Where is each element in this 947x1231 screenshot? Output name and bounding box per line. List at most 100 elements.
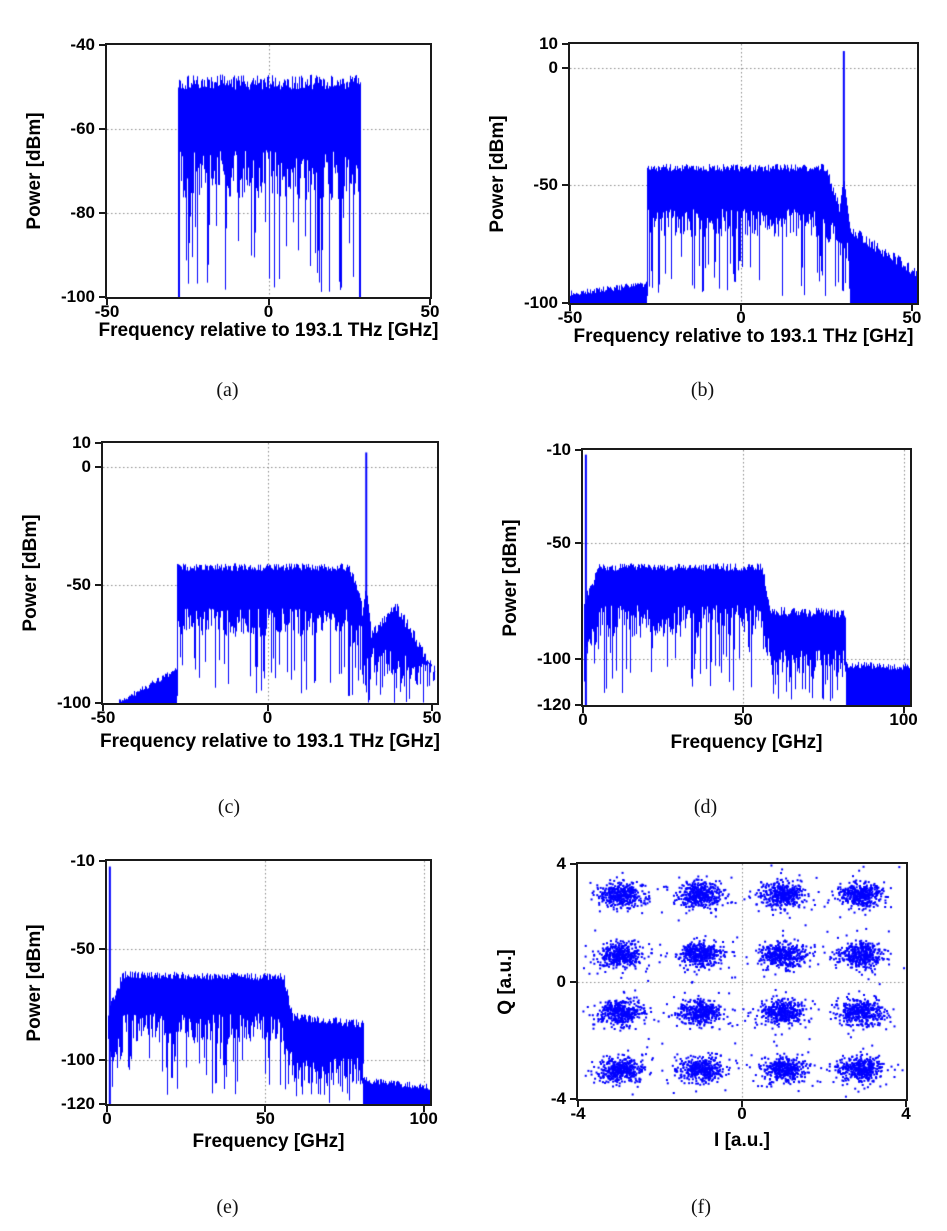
x-axis-label: I [a.u.] bbox=[714, 1130, 770, 1151]
x-tick-mark bbox=[422, 1106, 425, 1112]
y-tick-label: -50 bbox=[70, 939, 95, 959]
y-tick-label: -80 bbox=[70, 203, 95, 222]
x-tick-label: 0 bbox=[736, 308, 746, 327]
y-tick-mark bbox=[575, 541, 581, 544]
x-tick-label: -50 bbox=[557, 308, 583, 327]
x-tick-label: 0 bbox=[102, 1109, 112, 1128]
y-axis-label: Power [dBm] bbox=[20, 514, 41, 632]
x-tick-label: -50 bbox=[90, 708, 116, 727]
panel-letter: (d) bbox=[693, 796, 718, 818]
x-tick-mark bbox=[742, 707, 745, 713]
y-tick-mark bbox=[575, 657, 581, 660]
x-tick-label: 0 bbox=[262, 708, 273, 727]
y-tick-label: 10 bbox=[72, 433, 91, 452]
x-axis-label: Frequency [GHz] bbox=[192, 1131, 345, 1152]
y-tick-mark bbox=[562, 66, 568, 69]
x-tick-mark bbox=[741, 1101, 743, 1107]
y-tick-mark bbox=[562, 43, 568, 45]
x-tick-mark bbox=[102, 705, 104, 711]
y-tick-label: -120 bbox=[536, 695, 571, 714]
x-tick-mark bbox=[431, 705, 434, 711]
y-tick-label: -10 bbox=[70, 851, 95, 870]
x-tick-label: 100 bbox=[409, 1109, 438, 1128]
y-axis-label: Q [a.u.] bbox=[495, 948, 516, 1015]
y-tick-label: -100 bbox=[56, 693, 91, 712]
y-axis-label: Power [dBm] bbox=[500, 518, 521, 637]
spectrum-plot-b bbox=[570, 44, 917, 303]
y-tick-mark bbox=[99, 212, 105, 214]
panel-letter: (f) bbox=[691, 1196, 711, 1218]
x-axis-label: Frequency relative to 193.1 THz [GHz] bbox=[100, 731, 440, 752]
panel-letter: (c) bbox=[217, 796, 241, 818]
y-tick-label: -120 bbox=[60, 1094, 95, 1113]
y-tick-mark bbox=[95, 583, 101, 586]
x-tick-label: 0 bbox=[737, 1104, 747, 1123]
x-tick-label: 50 bbox=[733, 710, 753, 729]
spectrum-plot-d bbox=[583, 450, 910, 705]
x-tick-mark bbox=[429, 299, 431, 305]
y-tick-mark bbox=[99, 44, 105, 46]
y-tick-label: -4 bbox=[550, 1089, 566, 1108]
x-tick-mark bbox=[902, 707, 905, 713]
x-tick-mark bbox=[905, 1101, 907, 1107]
y-tick-mark bbox=[99, 296, 105, 298]
y-tick-label: 0 bbox=[81, 456, 91, 476]
y-tick-label: 4 bbox=[556, 854, 566, 873]
y-tick-label: -10 bbox=[546, 440, 571, 459]
y-tick-label: 10 bbox=[539, 34, 558, 53]
y-tick-mark bbox=[570, 980, 576, 983]
x-axis-label: Frequency relative to 193.1 THz [GHz] bbox=[98, 320, 439, 341]
x-tick-label: 50 bbox=[255, 1109, 275, 1128]
panel-letter: (b) bbox=[690, 379, 715, 401]
spectrum-plot-c bbox=[103, 443, 437, 703]
y-axis-label: Power [dBm] bbox=[24, 923, 45, 1042]
panel-letter: (a) bbox=[216, 379, 239, 401]
y-tick-label: -100 bbox=[60, 287, 95, 306]
x-tick-label: -4 bbox=[570, 1104, 586, 1123]
x-tick-mark bbox=[106, 299, 108, 305]
y-axis-label: Power [dBm] bbox=[24, 112, 45, 230]
y-tick-mark bbox=[99, 128, 105, 130]
x-tick-mark bbox=[582, 707, 584, 713]
x-tick-mark bbox=[266, 705, 269, 711]
x-axis-label: Frequency [GHz] bbox=[670, 732, 823, 753]
x-tick-label: 4 bbox=[901, 1104, 911, 1123]
x-tick-mark bbox=[106, 1106, 108, 1112]
y-tick-mark bbox=[99, 948, 105, 951]
y-tick-label: -100 bbox=[536, 648, 571, 668]
x-tick-mark bbox=[267, 299, 270, 305]
y-tick-label: -100 bbox=[60, 1049, 95, 1069]
x-tick-mark bbox=[910, 305, 913, 311]
x-tick-mark bbox=[739, 305, 742, 311]
spectrum-plot-e bbox=[107, 861, 430, 1104]
y-tick-mark bbox=[562, 184, 568, 187]
x-tick-label: 0 bbox=[263, 302, 274, 321]
y-tick-label: 0 bbox=[548, 57, 558, 77]
x-tick-label: 50 bbox=[420, 302, 440, 321]
x-tick-label: -50 bbox=[94, 302, 120, 321]
y-tick-mark bbox=[562, 302, 568, 304]
y-tick-label: -60 bbox=[70, 119, 95, 138]
x-tick-label: 100 bbox=[889, 710, 918, 729]
x-axis-label: Frequency relative to 193.1 THz [GHz] bbox=[573, 326, 914, 347]
y-tick-label: -40 bbox=[70, 35, 95, 54]
x-tick-label: 50 bbox=[902, 308, 922, 327]
constellation-plot-f bbox=[578, 864, 906, 1099]
y-tick-mark bbox=[575, 704, 581, 706]
y-tick-mark bbox=[570, 863, 576, 865]
y-tick-mark bbox=[570, 1098, 576, 1100]
x-tick-label: 0 bbox=[578, 710, 588, 729]
y-tick-label: -50 bbox=[533, 175, 558, 195]
y-tick-mark bbox=[99, 860, 105, 862]
y-tick-mark bbox=[95, 465, 101, 468]
x-tick-mark bbox=[569, 305, 571, 311]
x-tick-mark bbox=[577, 1101, 579, 1107]
y-tick-mark bbox=[99, 1058, 105, 1061]
y-tick-mark bbox=[99, 1103, 105, 1105]
x-tick-label: 50 bbox=[422, 708, 442, 727]
y-tick-label: -100 bbox=[523, 293, 558, 312]
y-axis-label: Power [dBm] bbox=[487, 114, 508, 233]
spectrum-plot-a bbox=[107, 45, 430, 297]
y-tick-mark bbox=[575, 449, 581, 451]
